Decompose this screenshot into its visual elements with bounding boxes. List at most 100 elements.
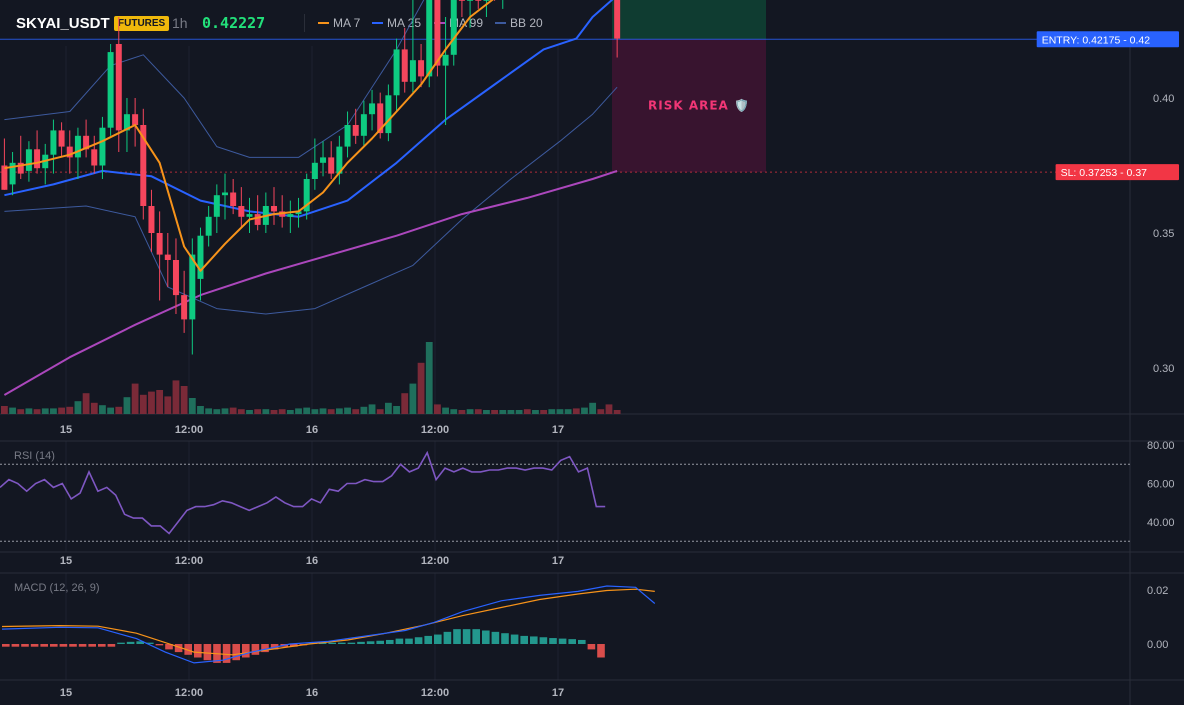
volume-bar	[41, 408, 49, 414]
volume-bar	[344, 407, 351, 414]
candle-body	[271, 206, 278, 212]
volume-bar	[442, 407, 449, 414]
candle-body	[254, 214, 261, 225]
candle	[197, 227, 204, 301]
volume-bar	[66, 406, 74, 414]
candle	[99, 116, 106, 179]
candle	[336, 135, 343, 185]
legend-swatch-bb20	[495, 21, 506, 24]
price-tick: 0.35	[1153, 228, 1174, 240]
volume-bar	[540, 410, 548, 414]
volume-bar	[401, 393, 409, 414]
volume-bar	[474, 409, 482, 414]
rsi-tick: 40.00	[1147, 517, 1175, 529]
volume-bar	[246, 410, 253, 414]
candles	[1, 0, 621, 355]
candle-body	[172, 260, 179, 296]
legend-bb20[interactable]: BB 20	[495, 16, 543, 30]
macd-hist-bar	[222, 644, 231, 663]
macd-line	[1, 585, 656, 664]
volume-bar	[74, 401, 82, 414]
macd-hist-bar	[587, 644, 596, 650]
candle-body	[107, 52, 114, 128]
candle-body	[91, 149, 98, 166]
volume-bar	[9, 407, 16, 414]
candle-body	[458, 0, 465, 1]
macd-hist-bar	[40, 644, 48, 647]
volume-bar	[613, 410, 621, 414]
candle-body	[426, 0, 433, 77]
candle	[502, 0, 504, 9]
candle-body	[352, 125, 359, 136]
bb-lower-line	[4, 86, 618, 315]
candle-body	[295, 211, 302, 215]
symbol-name[interactable]: SKYAI_USDT	[16, 15, 110, 32]
candle	[295, 197, 302, 228]
candle	[9, 152, 16, 196]
macd-hist-bar	[434, 634, 442, 644]
volume-bar	[278, 409, 286, 414]
price-tick: 0.40	[1153, 93, 1174, 105]
time-tick: 12:00	[421, 424, 449, 436]
candle	[344, 111, 351, 158]
volume-bar	[417, 362, 425, 414]
macd-hist-bar	[261, 644, 269, 653]
volume-bar	[352, 409, 360, 414]
rsi-line	[0, 450, 606, 535]
macd-hist-bar	[539, 637, 548, 644]
volume-bar	[33, 409, 41, 414]
macd-hist-bar	[558, 638, 567, 644]
volume-bar	[197, 406, 204, 414]
grid-lines	[0, 46, 1184, 705]
macd-hist-bar	[357, 641, 365, 644]
candle	[614, 0, 621, 58]
candle-body	[123, 114, 130, 131]
candle-body	[1, 165, 8, 190]
level-tag-text: SL: 0.37253 - 0.37	[1061, 167, 1148, 179]
candle-body	[115, 44, 122, 131]
candle	[279, 195, 286, 228]
candle	[434, 0, 441, 77]
time-tick: 12:00	[175, 424, 203, 436]
candle	[393, 38, 400, 112]
volume-bar	[254, 409, 262, 414]
candle	[311, 138, 318, 190]
macd-hist-bar	[136, 641, 144, 644]
volume-bar	[466, 409, 474, 414]
candle-body	[409, 60, 416, 82]
candle	[230, 179, 237, 215]
macd-hist-bar	[578, 639, 586, 644]
candle-body	[377, 103, 384, 134]
candle	[385, 84, 392, 142]
macd-hist-bar	[165, 644, 173, 650]
macd-title: MACD (12, 26, 9)	[14, 582, 100, 594]
candle-body	[25, 149, 32, 171]
time-tick: 12:00	[175, 687, 203, 699]
level-tag-bg	[1055, 164, 1179, 181]
volume-bar	[123, 397, 131, 414]
candle	[401, 27, 408, 93]
volume-bar	[172, 380, 180, 414]
timeframe-label[interactable]: 1h	[172, 15, 188, 31]
volume-bar	[107, 407, 115, 414]
macd-hist-bar	[405, 638, 413, 644]
macd-hist-bar	[50, 644, 58, 647]
volume-bar	[205, 408, 213, 414]
volume-bar	[491, 410, 498, 414]
volume-bar	[148, 391, 155, 414]
ma99-line	[3, 169, 618, 396]
volume-bar	[368, 404, 376, 414]
macd-hist-bar	[174, 644, 183, 653]
time-tick: 15	[60, 555, 72, 567]
volume-bar	[335, 408, 343, 414]
candle	[246, 197, 253, 233]
volume-bar	[515, 410, 523, 414]
volume-bar	[376, 409, 384, 414]
candle	[148, 189, 155, 252]
macd-hist-bar	[491, 631, 500, 644]
level-tag-sl: SL: 0.37253 - 0.37	[1055, 164, 1179, 181]
volume-bars	[1, 342, 621, 414]
legend-ma7[interactable]: MA 7	[318, 16, 360, 30]
candle-body	[50, 130, 57, 155]
